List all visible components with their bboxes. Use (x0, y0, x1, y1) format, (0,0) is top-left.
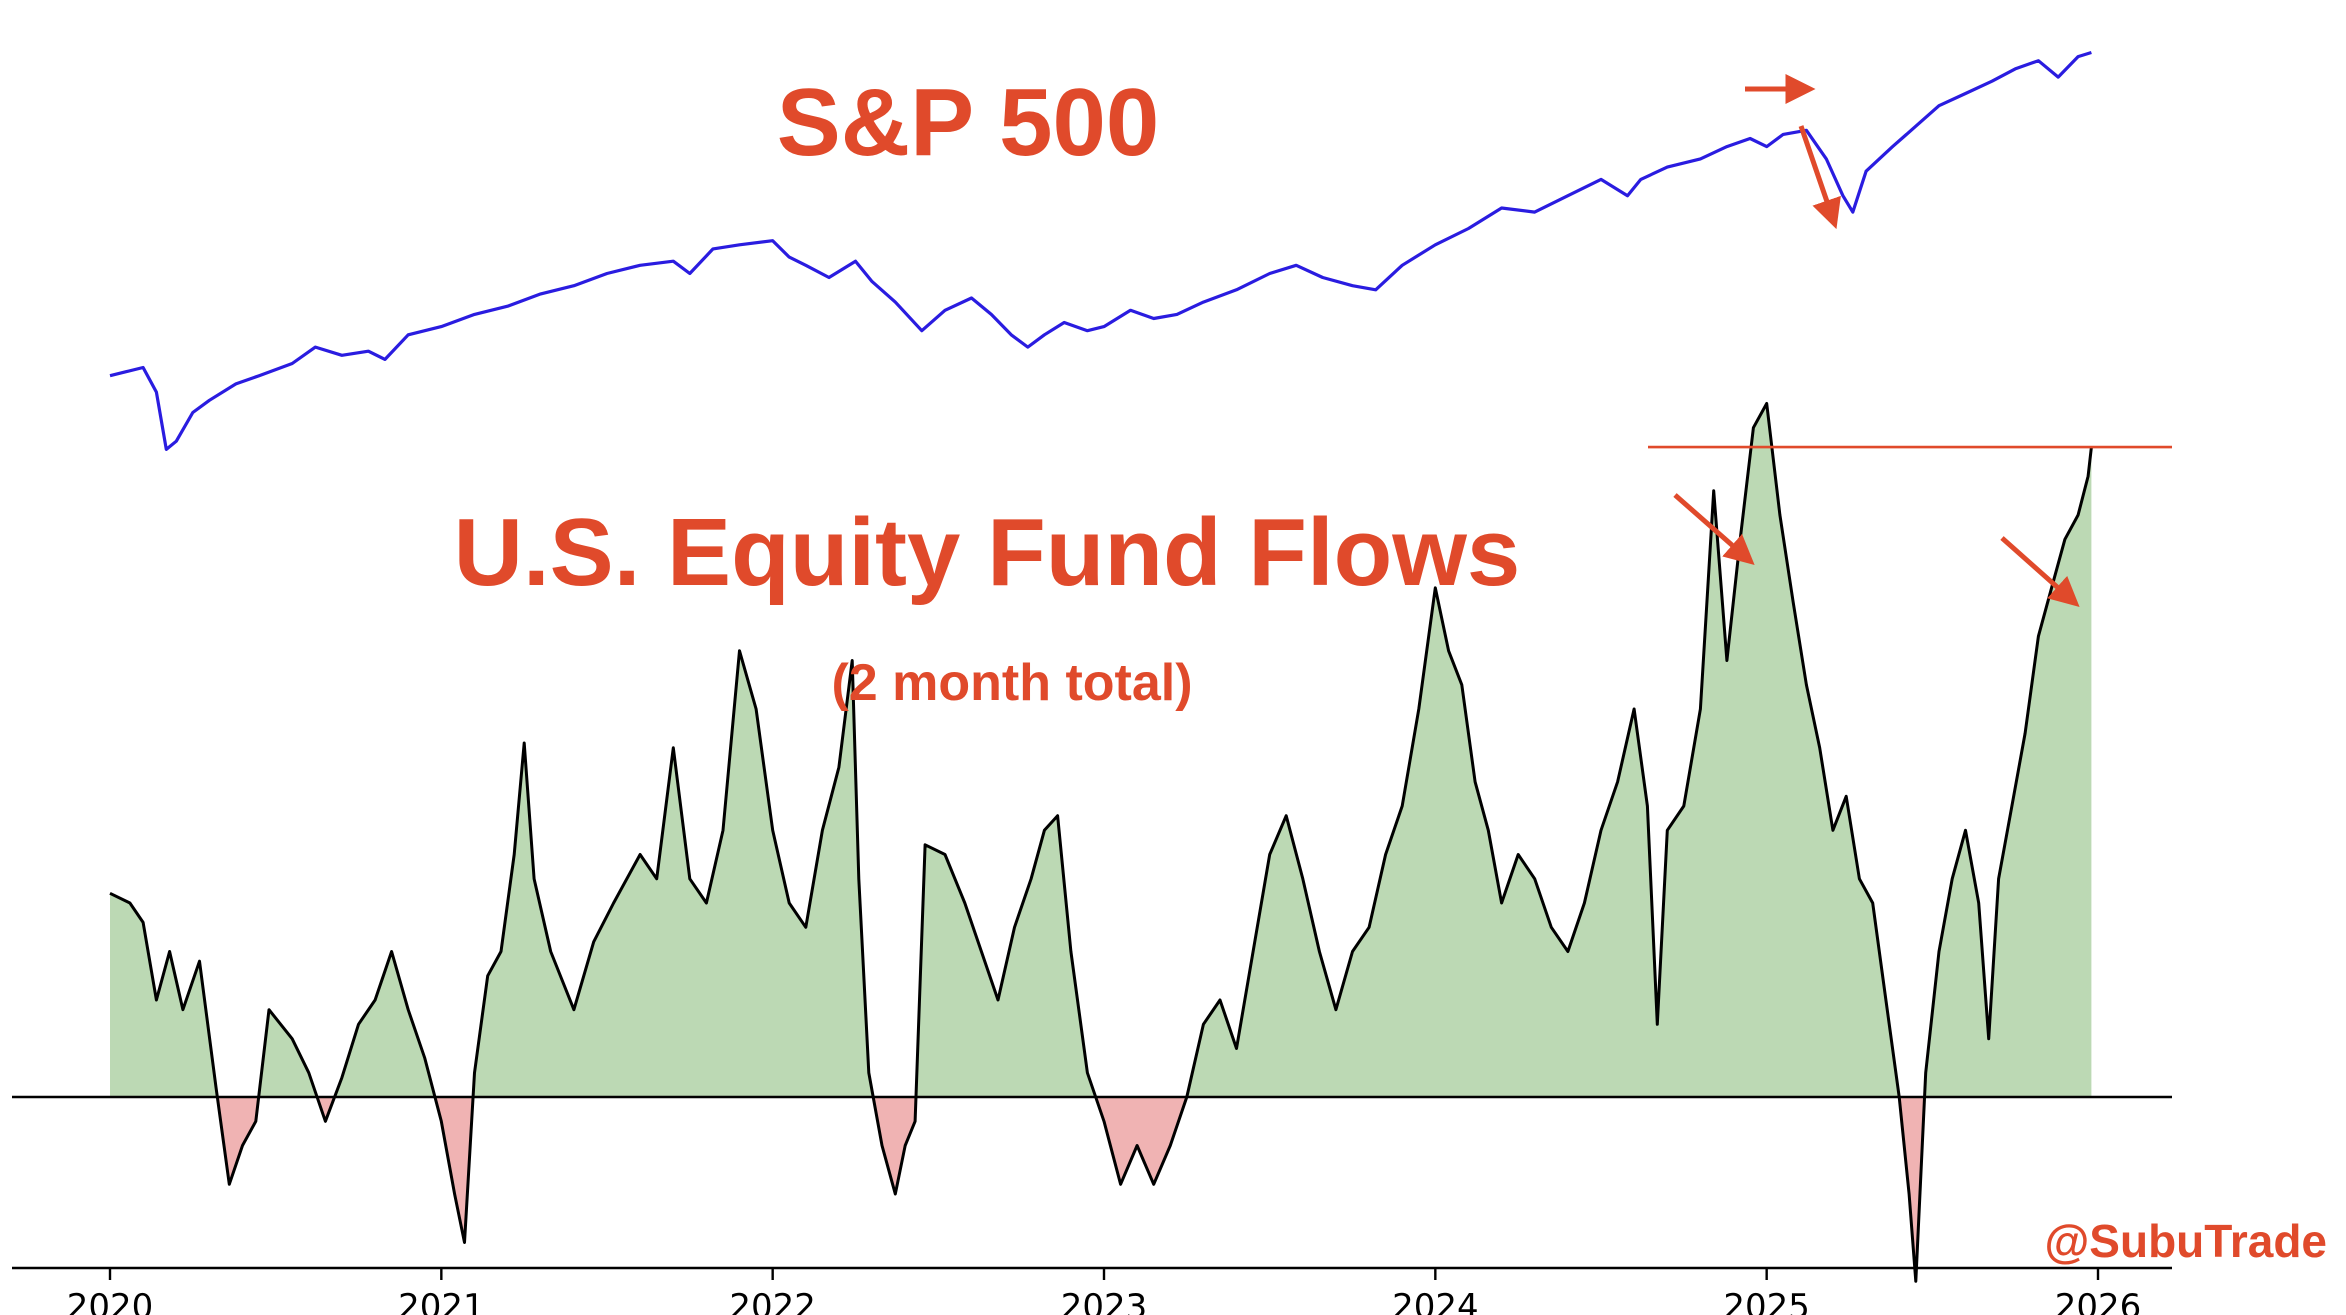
fund-flows-fill-areas (110, 403, 2092, 1282)
positive-flow-area-8 (916, 815, 1096, 1097)
sp500-series-line (109, 50, 2092, 451)
positive-flow-area-12 (1924, 447, 2092, 1098)
fund-flows-chart (12, 402, 2172, 1283)
x-tick-label-2020: 2020 (67, 1287, 154, 1315)
x-tick-label-2023: 2023 (1061, 1287, 1148, 1315)
flows-peak-arrow (1673, 493, 1755, 565)
positive-flow-area-10 (1186, 403, 1900, 1097)
sp500-title: S&P 500 (777, 69, 1160, 176)
sp500-drop-arrow (1798, 125, 1841, 230)
x-tick-label-2021: 2021 (398, 1287, 485, 1315)
negative-flow-area-11 (1899, 1097, 1925, 1282)
fund-flows-title: U.S. Equity Fund Flows (454, 499, 1521, 606)
x-axis-ticks: 2020 2021 2022 2023 2024 2025 2026 (67, 1268, 2142, 1315)
x-axis: 2020 2021 2022 2023 2024 2025 2026 (12, 1266, 2172, 1315)
watermark: @SubuTrade (2044, 1215, 2327, 1267)
positive-flow-area-6 (473, 650, 874, 1097)
annotation-arrows (1673, 74, 2080, 607)
flows-current-arrow (2000, 536, 2080, 607)
x-tick-label-2025: 2025 (1723, 1287, 1810, 1315)
x-tick-label-2026: 2026 (2055, 1287, 2142, 1315)
x-tick-label-2024: 2024 (1392, 1287, 1479, 1315)
positive-flow-area-4 (334, 951, 435, 1097)
fund-flows-series-line (109, 402, 2093, 1283)
positive-flow-area-0 (110, 893, 218, 1097)
sp500-chart (109, 50, 2092, 451)
positive-flow-area-2 (258, 1009, 318, 1097)
fund-flows-subtitle: (2 month total) (831, 654, 1192, 712)
negative-flow-area-3 (317, 1097, 335, 1122)
negative-flow-area-9 (1095, 1097, 1187, 1185)
x-tick-label-2022: 2022 (729, 1287, 816, 1315)
negative-flow-area-7 (873, 1097, 916, 1194)
